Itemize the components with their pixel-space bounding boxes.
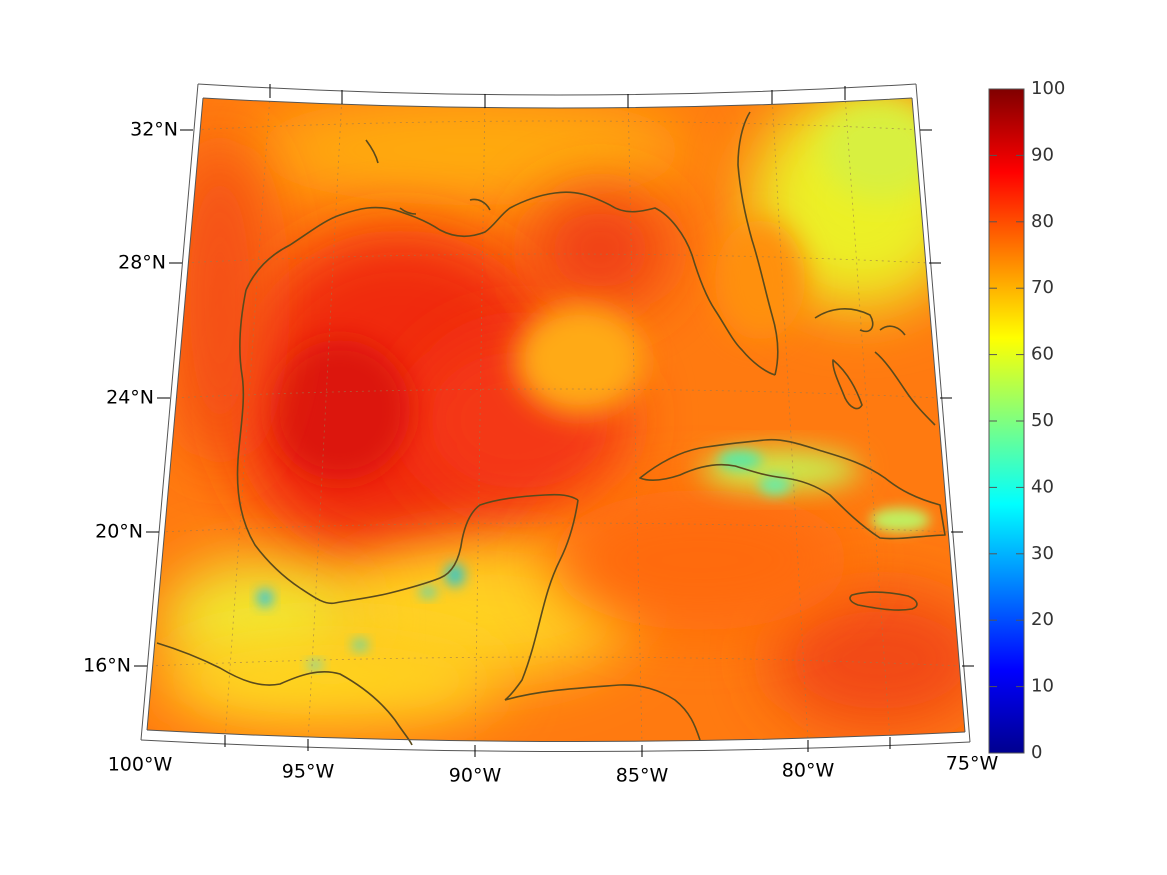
- lat-label-24: 24°N: [106, 387, 154, 409]
- lon-label-95: 95°W: [282, 761, 335, 783]
- data-field: [147, 98, 965, 742]
- lat-label-32: 32°N: [130, 119, 178, 141]
- lon-labels: 100°W 95°W 90°W 85°W 80°W 75°W: [108, 753, 999, 787]
- colorbar-label: 70: [1031, 277, 1054, 298]
- colorbar-label: 0: [1031, 742, 1042, 763]
- colorbar-label: 80: [1031, 211, 1054, 232]
- colorbar-label: 40: [1031, 476, 1054, 497]
- lat-labels: 32°N 28°N 24°N 20°N 16°N: [83, 119, 178, 677]
- map-frame: [140, 83, 971, 753]
- lat-label-16: 16°N: [83, 655, 131, 677]
- colorbar-label: 50: [1031, 410, 1054, 431]
- coastlines: [156, 111, 946, 746]
- colorbar-label: 10: [1031, 676, 1054, 697]
- lon-label-80: 80°W: [782, 760, 835, 782]
- colorbar-label: 60: [1031, 344, 1054, 365]
- graticule: [149, 98, 963, 742]
- lat-label-20: 20°N: [95, 521, 143, 543]
- lon-label-100: 100°W: [108, 754, 173, 776]
- lon-ticks: [224, 84, 891, 757]
- colorbar: 100 90 80 70 60 50 40 30 20 10 0: [988, 78, 1065, 763]
- colorbar-label: 100: [1031, 78, 1065, 99]
- lon-label-75: 75°W: [946, 753, 999, 775]
- lat-ticks: [134, 129, 974, 667]
- colorbar-label: 30: [1031, 543, 1054, 564]
- lon-label-85: 85°W: [616, 765, 669, 787]
- colorbar-label: 20: [1031, 609, 1054, 630]
- lat-label-28: 28°N: [118, 252, 166, 274]
- colorbar-labels: 100 90 80 70 60 50 40 30 20 10 0: [1031, 78, 1065, 763]
- colorbar-ticks: [989, 154, 1024, 688]
- colorbar-label: 90: [1031, 144, 1054, 165]
- lon-label-90: 90°W: [449, 765, 502, 787]
